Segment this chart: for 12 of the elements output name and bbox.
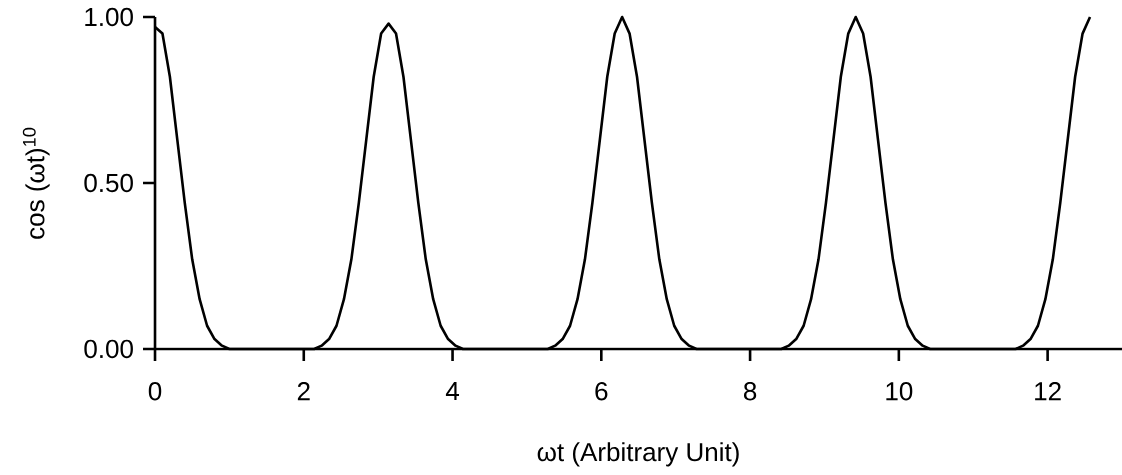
x-tick-label: 12 (1035, 382, 1061, 401)
x-tick-label: 6 (595, 382, 608, 401)
x-tick-label: 10 (886, 382, 913, 401)
x-axis-title: ωt (Arbitrary Unit) (537, 442, 739, 467)
x-tick-label: 2 (297, 382, 310, 401)
y-tick-label: 0.50 (84, 173, 133, 193)
x-tick-label: 4 (445, 382, 460, 400)
y-tick-label: 1.00 (85, 7, 133, 27)
y-axis-title: cos (ωt)$^{10}$ (22, 127, 50, 239)
x-tick-label: 8 (743, 382, 757, 401)
y-tick-label: 0.00 (84, 339, 133, 359)
x-tick-label: 0 (148, 382, 162, 401)
